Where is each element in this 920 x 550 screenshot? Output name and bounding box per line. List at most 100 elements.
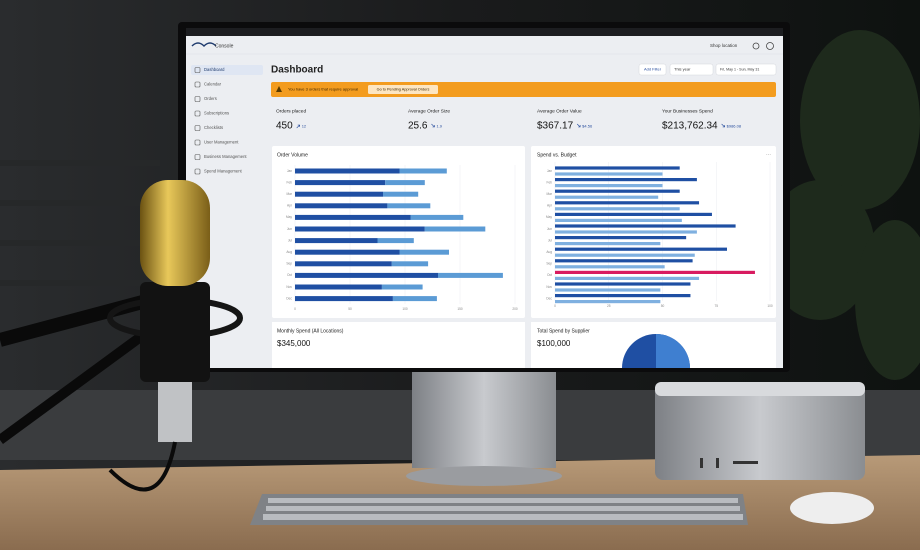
bar — [555, 172, 663, 176]
nav-icon — [194, 168, 201, 175]
mic-body — [140, 282, 210, 382]
app-name: Console — [215, 43, 234, 49]
page-title: Dashboard — [271, 65, 323, 76]
nav-item[interactable]: Spend Management — [204, 169, 243, 174]
y-tick-label: Oct — [547, 273, 552, 277]
bar — [555, 259, 693, 263]
kpi-delta: $4.56 — [582, 124, 593, 129]
y-tick-label: Nov — [546, 285, 552, 289]
banner-text: You have 3 orders that require approval — [288, 87, 358, 92]
kpi-label: Average Order Value — [537, 108, 582, 114]
logo — [191, 42, 217, 48]
bar — [555, 224, 736, 228]
x-tick-label: 100 — [767, 304, 773, 308]
supplier-donut-segment — [656, 334, 690, 368]
bar — [555, 253, 695, 257]
x-tick-label: 25 — [607, 304, 611, 308]
y-tick-label: Feb — [287, 180, 293, 184]
bar-segment — [295, 226, 425, 232]
kpi-delta: 1.9 — [436, 124, 442, 129]
monthly-spend-card — [272, 322, 525, 368]
y-tick-label: Mar — [287, 192, 293, 196]
os-menu-bar — [186, 28, 783, 36]
bar-segment — [295, 272, 438, 278]
date-range-picker[interactable] — [715, 63, 777, 76]
bar — [555, 166, 680, 170]
x-tick-label: 200 — [512, 307, 518, 311]
y-tick-label: Feb — [547, 180, 553, 184]
bar — [555, 178, 697, 182]
bar-segment — [385, 180, 425, 186]
bar-segment — [381, 284, 423, 290]
location-selector[interactable]: Shop location — [710, 43, 738, 48]
bar-segment — [295, 249, 400, 255]
nav-item[interactable]: Business Management — [204, 154, 247, 159]
nav-item[interactable]: Calendar — [204, 82, 222, 87]
bar — [555, 212, 712, 216]
bar — [555, 201, 700, 205]
bar-segment — [377, 238, 414, 244]
y-tick-label: Jun — [547, 227, 552, 231]
kpi-value: $213,762.34 — [662, 121, 718, 132]
kpi-value: $367.17 — [537, 121, 574, 132]
y-tick-label: Dec — [286, 296, 292, 300]
nav-item[interactable]: Subscriptions — [204, 111, 229, 116]
bar — [555, 195, 659, 199]
trend-arrow — [576, 123, 581, 128]
kpi-label: Orders placed — [276, 108, 306, 114]
y-tick-label: Nov — [286, 285, 292, 289]
chart-title: Order Volume — [277, 152, 308, 158]
trend-arrow — [721, 123, 725, 128]
add-filter-button[interactable] — [638, 63, 667, 76]
mic-cable — [108, 441, 177, 492]
x-tick-label: 0 — [554, 304, 556, 308]
bar-segment — [438, 272, 503, 278]
nav-item[interactable]: Dashboard — [204, 67, 225, 72]
bar — [555, 247, 727, 251]
nav-icon — [194, 139, 201, 146]
trend-arrow — [296, 124, 300, 129]
bar-segment — [410, 214, 464, 220]
notifications-icon[interactable] — [752, 42, 760, 50]
profile-icon[interactable] — [766, 42, 774, 50]
card-menu[interactable]: ⋯ — [766, 152, 771, 158]
sidebar: Dashboard Calendar Orders Subscriptions Chec… — [191, 65, 263, 175]
keyboard-keys — [263, 498, 743, 520]
y-tick-label: Sep — [546, 262, 552, 266]
y-tick-label: Dec — [546, 296, 552, 300]
port — [700, 458, 703, 468]
bar-segment — [295, 284, 382, 290]
bar-segment — [391, 261, 429, 267]
bar — [555, 242, 661, 246]
nav-item[interactable]: Orders — [204, 96, 217, 101]
bar-segment — [295, 238, 378, 244]
banner-button-label: Go to Pending Approval Orders — [377, 88, 430, 92]
x-tick-label: 50 — [348, 307, 352, 311]
y-tick-label: Jan — [547, 169, 552, 173]
y-tick-label: Oct — [287, 273, 292, 277]
y-tick-label: Sep — [286, 262, 292, 266]
nav-active — [191, 65, 263, 75]
y-tick-label: Aug — [286, 250, 292, 254]
period-select[interactable] — [669, 63, 714, 76]
bar-segment — [295, 191, 383, 197]
bar-segment — [392, 296, 437, 302]
banner-button[interactable] — [368, 85, 438, 94]
bar — [555, 265, 665, 269]
nav-item[interactable]: Checklists — [204, 125, 223, 130]
charts: 0 50 100 150 200 Jan Feb Mar Apr May Jun Jul Aug Sep O… — [286, 162, 773, 311]
nav-icon — [194, 110, 201, 117]
monitor-stand — [412, 368, 556, 468]
y-tick-label: Apr — [547, 204, 553, 208]
bar-segment — [295, 214, 411, 220]
kpi-delta: 12 — [302, 124, 307, 129]
card-title: Total Spend by Supplier — [537, 328, 590, 334]
sd-slot — [733, 461, 758, 464]
nav-item[interactable]: User Management — [204, 140, 239, 145]
nav-icon — [194, 81, 201, 88]
y-tick-label: Jul — [288, 238, 292, 242]
bar — [555, 230, 697, 234]
port — [716, 458, 719, 468]
